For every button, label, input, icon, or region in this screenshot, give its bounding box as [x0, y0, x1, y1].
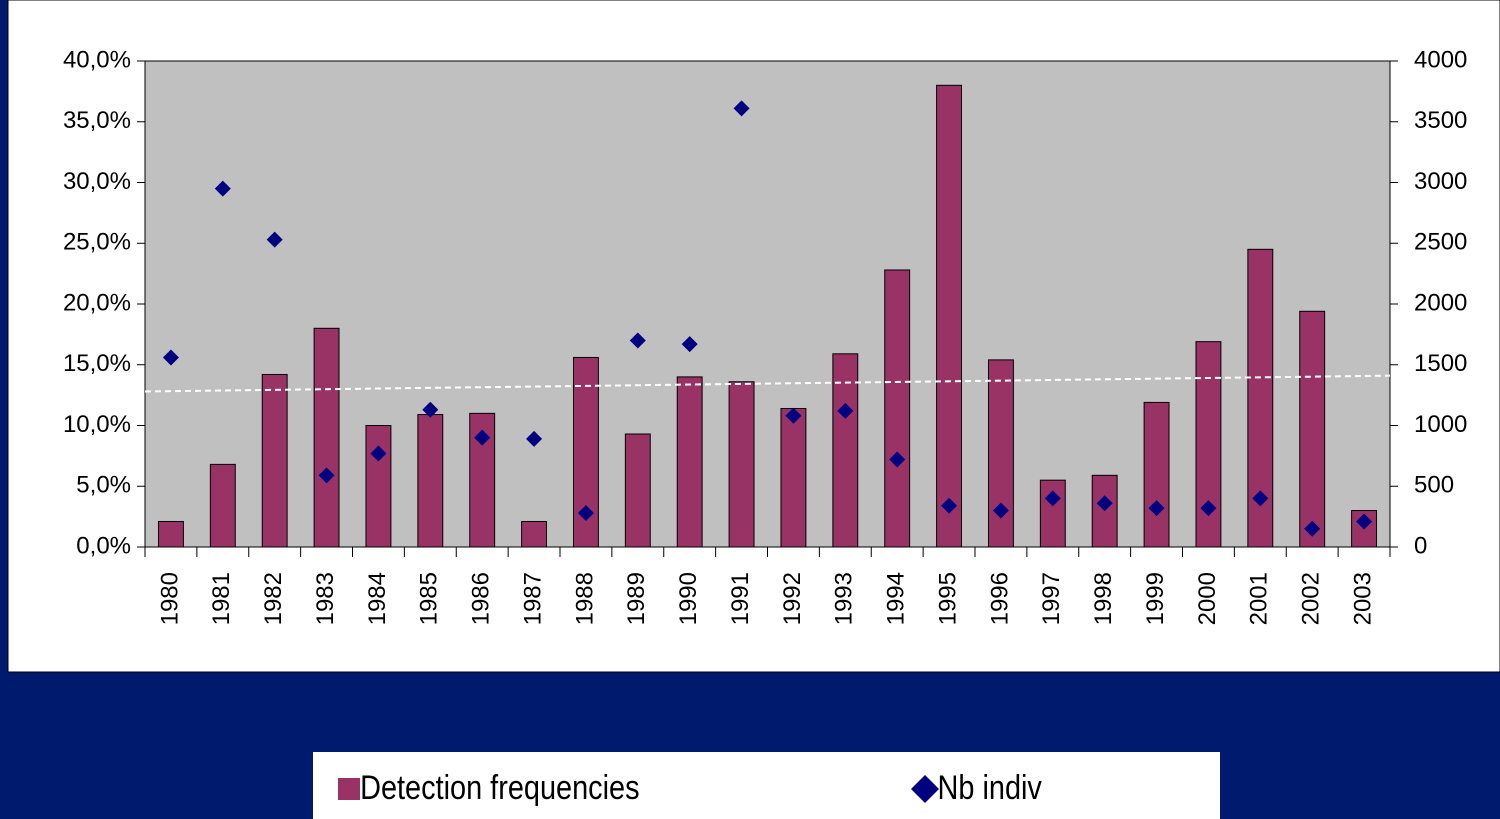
x-tick-label: 1989: [623, 572, 650, 625]
x-tick-label: 2002: [1298, 572, 1325, 625]
bar: [417, 414, 444, 548]
marker: [577, 504, 594, 521]
y2-tick-label: 0: [1414, 532, 1427, 559]
x-tick-label: 1992: [779, 572, 806, 625]
legend-swatch: [911, 775, 939, 803]
y2-tick-label: 4000: [1414, 46, 1467, 73]
y-tick-label: 10,0%: [63, 411, 131, 438]
bar: [676, 376, 703, 548]
marker: [1200, 500, 1217, 517]
y2-tick-label: 1000: [1414, 411, 1467, 438]
x-tick-label: 1983: [312, 572, 339, 625]
x-tick-label: 1998: [1090, 572, 1117, 625]
bar: [1039, 479, 1066, 548]
y-tick-label: 0,0%: [76, 532, 131, 559]
x-tick-label: 1997: [1038, 572, 1065, 625]
bar: [157, 520, 184, 548]
marker: [370, 445, 387, 462]
bar: [521, 520, 548, 548]
bar: [832, 353, 859, 548]
bar: [209, 463, 236, 548]
x-tick-label: 1985: [416, 572, 443, 625]
x-tick-label: 1987: [519, 572, 546, 625]
marker: [422, 401, 439, 418]
y2-tick-label: 500: [1414, 472, 1454, 499]
marker: [1096, 495, 1113, 512]
y-tick-label: 25,0%: [63, 229, 131, 256]
marker: [889, 451, 906, 468]
x-tick-label: 1993: [831, 572, 858, 625]
y2-tick-label: 3000: [1414, 168, 1467, 195]
x-tick-label: 1991: [727, 572, 754, 625]
marker: [474, 429, 491, 446]
y-tick-label: 35,0%: [63, 107, 131, 134]
bar: [987, 359, 1014, 548]
marker: [785, 407, 802, 424]
trend-line: [144, 374, 1391, 393]
legend: [313, 752, 1220, 819]
legend-label: Detection frequencies: [360, 768, 639, 807]
x-tick-label: 1994: [883, 572, 910, 625]
x-tick-label: 1988: [571, 572, 598, 625]
marker: [1304, 520, 1321, 537]
marker: [214, 180, 231, 197]
marker: [266, 231, 283, 248]
marker: [681, 336, 698, 353]
marker: [1356, 513, 1373, 530]
marker: [162, 349, 179, 366]
bar: [365, 425, 392, 548]
x-tick-label: 2000: [1194, 572, 1221, 625]
y-tick-label: 20,0%: [63, 289, 131, 316]
x-tick-label: 1986: [468, 572, 495, 625]
y-tick-label: 5,0%: [76, 472, 131, 499]
legend-swatch: [338, 778, 360, 800]
x-tick-label: 1980: [156, 572, 183, 625]
x-tick-label: 1996: [986, 572, 1013, 625]
x-tick-label: 1995: [934, 572, 961, 625]
marker: [526, 430, 543, 447]
y-tick-label: 30,0%: [63, 168, 131, 195]
bar: [1195, 341, 1222, 548]
bar: [469, 412, 496, 548]
x-tick-label: 2003: [1349, 572, 1376, 625]
bar: [728, 381, 755, 548]
bar: [624, 433, 651, 548]
y-tick-label: 15,0%: [63, 350, 131, 377]
bar: [1143, 401, 1170, 548]
bar: [936, 84, 963, 548]
marker: [629, 332, 646, 349]
marker: [733, 100, 750, 117]
marker: [1044, 490, 1061, 507]
bar: [884, 269, 911, 548]
y2-tick-label: 2000: [1414, 289, 1467, 316]
x-tick-label: 1982: [260, 572, 287, 625]
bar: [313, 327, 340, 548]
y2-tick-label: 1500: [1414, 350, 1467, 377]
marker: [837, 402, 854, 419]
x-tick-label: 1990: [675, 572, 702, 625]
marker: [1252, 490, 1269, 507]
bar: [1299, 310, 1326, 548]
y-tick-label: 40,0%: [63, 46, 131, 73]
marker: [941, 497, 958, 514]
x-tick-label: 2001: [1246, 572, 1273, 625]
marker: [992, 502, 1009, 519]
x-tick-label: 1984: [364, 572, 391, 625]
marker: [1148, 500, 1165, 517]
y2-tick-label: 2500: [1414, 229, 1467, 256]
plot-area: [144, 60, 1391, 548]
bar: [261, 373, 288, 548]
bar: [780, 407, 807, 548]
y2-tick-label: 3500: [1414, 107, 1467, 134]
marker: [318, 467, 335, 484]
x-tick-label: 1999: [1142, 572, 1169, 625]
x-tick-label: 1981: [208, 572, 235, 625]
legend-label: Nb indiv: [938, 768, 1043, 807]
